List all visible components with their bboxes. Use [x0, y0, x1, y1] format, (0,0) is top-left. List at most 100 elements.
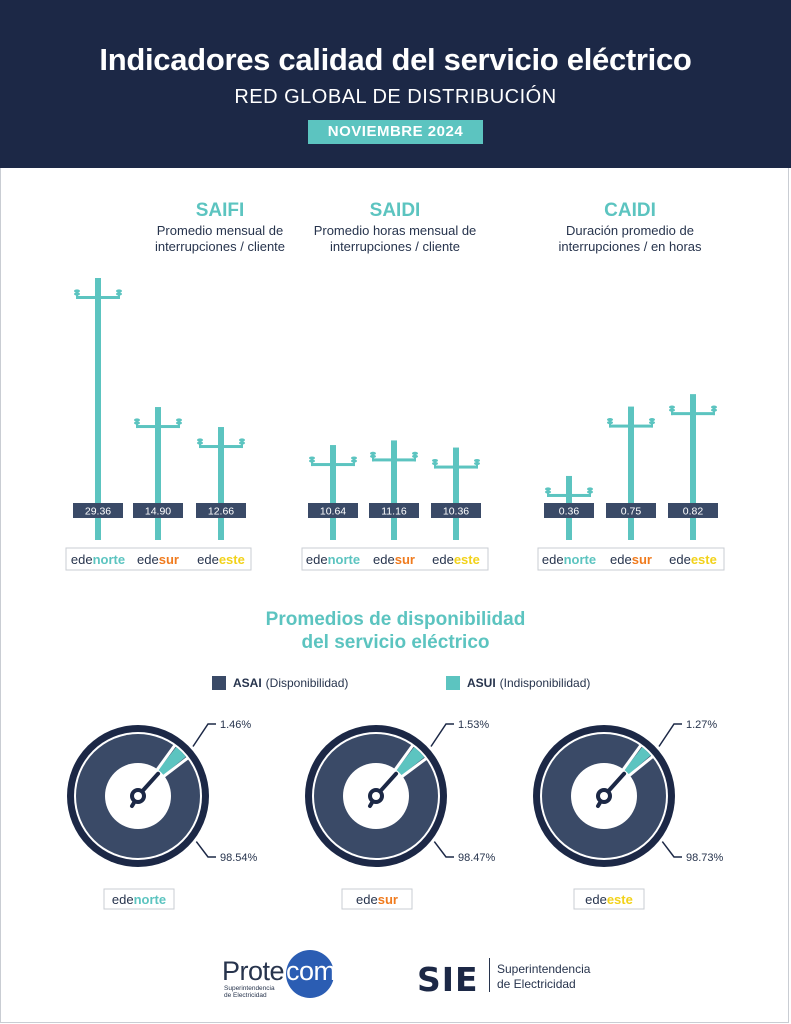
saifi-bar-edesur — [155, 407, 161, 540]
saidi-desc: Promedio horas mensual de interrupciones… — [313, 223, 477, 254]
saidi-insulator-disc — [453, 452, 459, 457]
caidi-insulator-disc — [545, 490, 551, 494]
saidi-insulator-disc — [370, 451, 376, 456]
saifi-insulator-disc — [218, 429, 224, 433]
protecom-sub-line1: Superintendencia — [224, 985, 275, 992]
protecom-logo-suffix: com — [286, 956, 336, 986]
content-frame — [0, 168, 789, 1023]
saifi-value-box — [196, 503, 246, 518]
gauge-hub-inner — [372, 792, 380, 800]
saifi-title: SAIFI — [195, 200, 245, 221]
caidi-value-box — [668, 503, 718, 518]
availability-title-line2: del servicio eléctrico — [301, 632, 490, 653]
saifi-category-label: edeeste — [197, 552, 245, 567]
gauge-edenorte: 1.46% 98.54% edenorte — [67, 719, 258, 910]
saidi-insulator-disc — [351, 459, 357, 463]
caidi-insulator-disc — [607, 417, 613, 422]
protecom-sub-line2: de Electricidad — [224, 992, 267, 999]
saidi-bar-edeeste — [453, 447, 459, 540]
saifi-insulator-disc — [176, 421, 182, 425]
saifi-insulator-disc — [95, 283, 101, 287]
asai-leader-line — [661, 841, 682, 858]
caidi-insulator-disc — [690, 399, 696, 403]
asui-leader-line — [192, 723, 216, 747]
caidi-insulator-disc — [711, 405, 717, 409]
protecom-logo-prefix: Prote — [222, 956, 285, 986]
caidi-crossarm — [547, 493, 591, 497]
caidi-insulator-disc — [669, 408, 675, 412]
saidi-bar-edesur — [391, 440, 397, 540]
caidi-desc: Duración promedio de interrupciones / en… — [558, 223, 702, 254]
saifi-insulator-disc — [155, 409, 161, 413]
saifi-pole-edesur: 14.90 — [133, 407, 183, 540]
asui-value-label: 1.46% — [220, 719, 251, 731]
caidi-category-label: edenorte — [542, 552, 596, 567]
gauge-company-label: edeeste — [585, 892, 633, 907]
caidi-pole-edenorte: 0.36 — [544, 475, 594, 540]
caidi-insulator-disc — [669, 405, 675, 409]
gauge-company-label: edesur — [356, 892, 398, 907]
saidi-insulator-disc — [412, 451, 418, 456]
caidi-insulator-disc — [566, 478, 572, 482]
gauge-company-box — [103, 888, 175, 910]
saifi-insulator-disc — [239, 441, 245, 445]
saifi-desc: Promedio mensual de interrupciones / cli… — [154, 223, 286, 254]
legend-asai: ASAI (Disponibilidad) — [212, 676, 348, 690]
period-badge: NOVIEMBRE 2024 — [308, 120, 483, 144]
saifi-category-label: edenorte — [71, 552, 125, 567]
caidi-insulator-disc — [690, 396, 696, 400]
saifi-insulator-disc — [74, 292, 80, 296]
asai-leader-line — [433, 841, 454, 858]
asui-value-label: 1.53% — [458, 719, 489, 731]
saidi-insulator-disc — [330, 450, 336, 454]
saifi-insulator-disc — [116, 292, 122, 296]
caidi-companies-box — [537, 547, 725, 571]
gauge-company-box — [573, 888, 645, 910]
protecom-logo-subtitle: Superintendencia de Electricidad — [224, 985, 275, 999]
caidi-insulator-disc — [566, 481, 572, 485]
saidi-bar-edenorte — [330, 445, 336, 540]
saifi-bar-edenorte — [95, 278, 101, 540]
caidi-bar-edeeste — [690, 394, 696, 540]
caidi-insulator-disc — [587, 487, 593, 491]
caidi-value-box — [544, 503, 594, 518]
saifi-pole-edenorte: 29.36 — [73, 278, 123, 540]
saidi-insulator-disc — [351, 456, 357, 460]
caidi-insulator-disc — [587, 490, 593, 494]
saidi-companies-box — [301, 547, 489, 571]
saidi-insulator-disc — [309, 456, 315, 460]
caidi-crossarm — [609, 424, 653, 428]
saidi-value-box — [308, 503, 358, 518]
saifi-insulator-disc — [95, 280, 101, 284]
saifi-insulator-disc — [74, 289, 80, 293]
saidi-insulator-disc — [391, 445, 397, 450]
protecom-logo-circle — [286, 950, 334, 998]
gauge-edesur: 1.53% 98.47% edesur — [305, 719, 496, 910]
sie-text-line1: Superintendencia — [497, 962, 591, 976]
saidi-insulator-disc — [474, 458, 480, 463]
saifi-insulator-disc — [155, 412, 161, 416]
caidi-insulator-disc — [545, 487, 551, 491]
caidi-insulator-disc — [628, 408, 634, 413]
legend-asai-swatch — [212, 676, 226, 690]
caidi-value-label: 0.75 — [621, 506, 642, 518]
caidi-value-label: 0.82 — [683, 506, 704, 518]
caidi-insulator-disc — [628, 411, 634, 416]
saidi-insulator-disc — [370, 454, 376, 459]
saidi-category-label: edeeste — [432, 552, 480, 567]
caidi-title: CAIDI — [604, 200, 656, 221]
saidi-title: SAIDI — [369, 200, 421, 221]
saifi-crossarm — [199, 445, 243, 449]
caidi-crossarm — [671, 412, 715, 416]
saifi-value-label: 29.36 — [85, 506, 111, 518]
availability-title: Promedios de disponibilidad del servicio… — [0, 608, 791, 654]
saidi-insulator-disc — [391, 442, 397, 447]
saifi-insulator-disc — [116, 289, 122, 293]
sie-text-line2: de Electricidad — [497, 977, 576, 991]
asui-leader-line — [430, 723, 454, 747]
caidi-value-box — [606, 503, 656, 518]
saifi-insulator-disc — [176, 418, 182, 422]
saifi-value-label: 14.90 — [145, 506, 171, 518]
caidi-insulator-disc — [649, 417, 655, 422]
saifi-value-label: 12.66 — [208, 506, 234, 518]
